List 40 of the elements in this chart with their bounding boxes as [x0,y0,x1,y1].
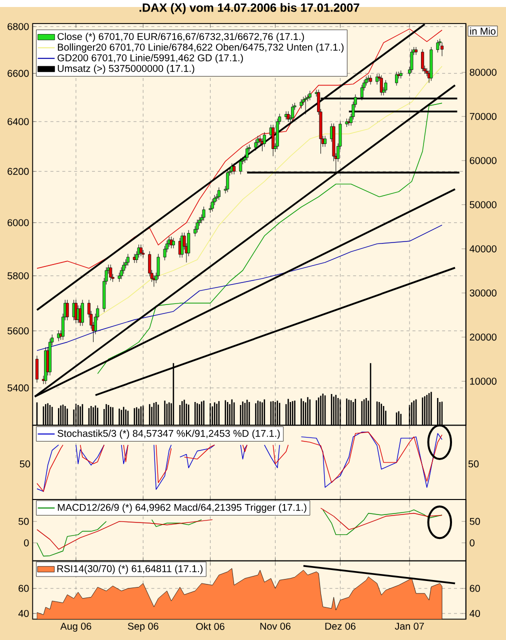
y2-tick-label: 10000 [470,378,496,385]
y2-tick-label: 20000 [470,334,496,341]
y-tick-label: 6000 [7,219,29,226]
x-tick-label: Dez 06 [325,622,356,630]
y2-tick-label: 40 [469,610,480,617]
y2-tick-label: 40000 [469,245,496,252]
legend-label: RSI14(30/70) (*) 61,64811 (17.1.) [57,564,202,574]
y-tick-label: 40 [18,610,29,617]
x-tick-label: Okt 06 [196,622,224,630]
y-tick-label: 6800 [7,23,29,30]
y2-tick-label: 70000 [470,112,496,120]
legend-label: Umsatz (>) 5375000000 (17.1.) [58,64,194,74]
legend-label: Close (*) 6701,70 EUR/6716,67/6732,31/6672,76 (17.1.) [57,32,304,42]
y2-tick-label: 60 [470,584,480,592]
y2-tick-label: 80000 [470,68,496,76]
x-tick-label: Sep 06 [128,622,158,632]
legend-label: MACD12/26/9 (*) 64,9962 Macd/64,21395 Trigger (17.1.) [58,504,306,513]
y-tick-label: 5800 [7,272,29,280]
text: 50 [468,460,478,468]
legend-label: Stochastik5/3 (*) 84,57347 %K/91,2453 %D (17.1.) [57,430,280,439]
y-tick-label: 6200 [7,168,29,175]
y-tick-label: 0 [24,539,29,546]
legend-label: GD200 6701,70 Linie/5991,462 GD (17.1.) [57,54,243,64]
y-tick-label: 5600 [7,327,29,334]
x-tick-label: Aug 06 [60,622,91,632]
y2-tick-label: 30000 [470,289,496,296]
y-tick-label: 6600 [7,70,29,77]
chart-title: .DAX (X) vom 14.07.2006 bis 17.01.2007 [139,3,360,14]
y2-tick-label: 50 [470,518,480,525]
y2-tick-label: 0 [470,539,474,546]
x-tick-label: Jan 07 [394,622,424,630]
x-tick-label: Nov 06 [260,622,290,630]
y-tick-label: 5400 [7,384,29,392]
y2-axis-title: in Mio [470,27,496,35]
y-tick-label: 6400 [7,118,29,126]
y2-tick-label: 50000 [470,201,496,208]
y2-tick-label: 60000 [470,157,496,164]
y-tick-label: 60 [18,584,29,592]
legend-label: Bollinger20 6701,70 Linie/6784,622 Oben/6475,732 Unten (17.1.) [58,43,344,53]
y-tick-label: 50 [18,518,29,525]
